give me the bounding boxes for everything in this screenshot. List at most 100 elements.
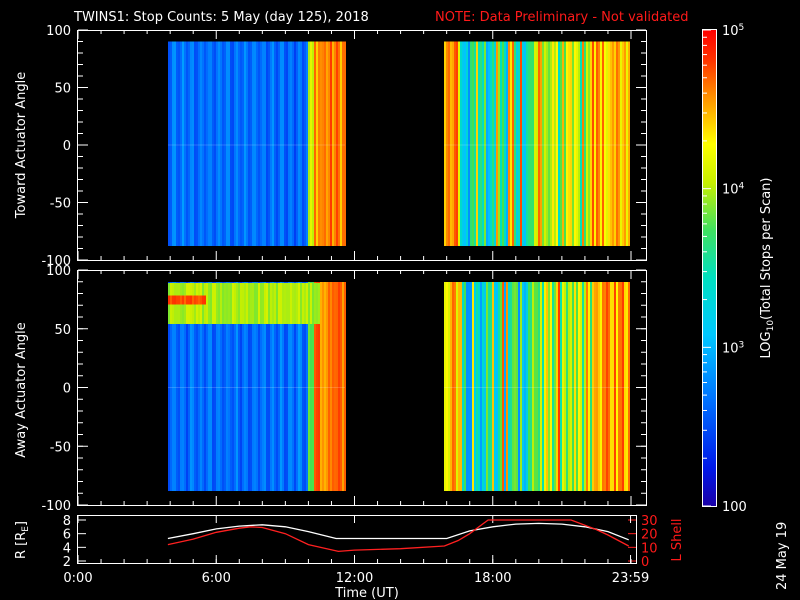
heatmap-column <box>228 281 230 491</box>
heatmap-column <box>220 281 222 491</box>
away-y-ticks: 100 50 0 -50 -100 <box>41 264 646 514</box>
right-tick-label: 20 <box>641 528 658 543</box>
heatmap-column <box>548 41 550 247</box>
heatmap-band <box>198 295 200 305</box>
heatmap-column <box>340 281 342 491</box>
heatmap-column <box>470 41 472 247</box>
heatmap-column <box>566 281 568 491</box>
heatmap-column <box>276 41 278 247</box>
heatmap-column <box>498 281 500 491</box>
heatmap-column <box>208 41 210 247</box>
heatmap-band <box>252 282 254 324</box>
heatmap-band <box>242 282 244 324</box>
colorbar-label: LOG10(Total Stops per Scan) <box>759 178 776 359</box>
heatmap-column <box>306 41 308 247</box>
heatmap-column <box>310 41 312 247</box>
heatmap-column <box>172 281 174 491</box>
heatmap-band <box>294 282 296 324</box>
heatmap-column <box>582 281 584 491</box>
heatmap-column <box>472 41 474 247</box>
heatmap-column <box>518 281 520 491</box>
heatmap-band <box>192 295 194 305</box>
heatmap-column <box>304 41 306 247</box>
heatmap-column <box>612 281 614 491</box>
heatmap-column <box>216 41 218 247</box>
heatmap-band <box>214 282 216 324</box>
heatmap-band <box>226 282 228 324</box>
heatmap-column <box>526 281 528 491</box>
heatmap-column <box>468 281 470 491</box>
heatmap-column <box>576 281 578 491</box>
heatmap-column <box>200 41 202 247</box>
heatmap-column <box>470 281 472 491</box>
heatmap-column <box>508 41 510 247</box>
heatmap-column <box>208 281 210 491</box>
x-tick-label: 0:00 <box>63 571 92 586</box>
heatmap-band <box>202 295 204 305</box>
heatmap-column <box>564 41 566 247</box>
heatmap-column <box>318 281 320 491</box>
heatmap-column <box>314 41 316 247</box>
heatmap-column <box>190 41 192 247</box>
heatmap-column <box>318 41 320 247</box>
heatmap-column <box>246 41 248 247</box>
heatmap-column <box>614 41 616 247</box>
away-panel: 100 50 0 -50 -100 Away Actuator Angle <box>14 264 647 514</box>
heatmap-column <box>610 281 612 491</box>
heatmap-column <box>230 281 232 491</box>
heatmap-column <box>628 281 630 491</box>
heatmap-column <box>530 41 532 247</box>
heatmap-column <box>594 281 596 491</box>
heatmap-column <box>516 41 518 247</box>
heatmap-column <box>282 41 284 247</box>
heatmap-band <box>304 282 306 324</box>
heatmap-column <box>336 41 338 247</box>
heatmap-band <box>300 282 302 324</box>
heatmap-column <box>480 281 482 491</box>
heatmap-column <box>578 41 580 247</box>
heatmap-column <box>460 41 462 247</box>
heatmap-column <box>518 41 520 247</box>
heatmap-column <box>546 281 548 491</box>
heatmap-column <box>308 41 310 247</box>
heatmap-column <box>232 281 234 491</box>
heatmap-band <box>312 282 314 324</box>
heatmap-band <box>182 295 184 305</box>
heatmap-column <box>460 281 462 491</box>
heatmap-column <box>280 281 282 491</box>
heatmap-column <box>456 281 458 491</box>
heatmap-band <box>272 282 274 324</box>
heatmap-column <box>304 281 306 491</box>
heatmap-band <box>204 295 206 305</box>
heatmap-column <box>218 41 220 247</box>
heatmap-column <box>464 41 466 247</box>
heatmap-column <box>560 281 562 491</box>
heatmap-column <box>262 281 264 491</box>
heatmap-column <box>290 281 292 491</box>
heatmap-column <box>172 41 174 247</box>
away-ylabel: Away Actuator Angle <box>14 322 29 457</box>
orbit-ylabel-right: L Shell <box>670 518 685 561</box>
heatmap-column <box>316 41 318 247</box>
heatmap-column <box>502 41 504 247</box>
y-tick-label: 50 <box>54 82 71 97</box>
heatmap-band <box>280 282 282 324</box>
heatmap-column <box>618 281 620 491</box>
heatmap-column <box>520 41 522 247</box>
heatmap-column <box>276 281 278 491</box>
heatmap-column <box>620 41 622 247</box>
heatmap-column <box>532 281 534 491</box>
heatmap-column <box>196 41 198 247</box>
heatmap-column <box>240 41 242 247</box>
heatmap-column <box>176 41 178 247</box>
heatmap-column <box>492 281 494 491</box>
heatmap-band <box>232 282 234 324</box>
heatmap-column <box>286 281 288 491</box>
heatmap-column <box>330 281 332 491</box>
x-tick-label: 18:00 <box>474 571 511 586</box>
heatmap-column <box>214 281 216 491</box>
heatmap-column <box>454 281 456 491</box>
heatmap-column <box>178 41 180 247</box>
heatmap-column <box>534 41 536 247</box>
heatmap-band <box>258 282 260 324</box>
